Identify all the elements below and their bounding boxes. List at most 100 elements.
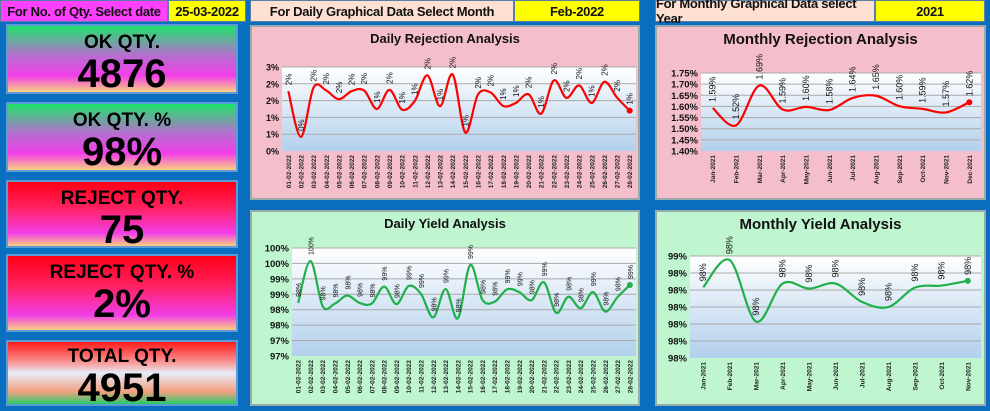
data-label: 98% — [333, 284, 340, 298]
data-label: 98% — [725, 236, 735, 254]
x-tick-label: 14-02-2022 — [450, 155, 457, 189]
x-tick-label: 19-02-2022 — [513, 155, 520, 189]
data-label: 100% — [308, 237, 315, 255]
data-label: 2% — [525, 77, 534, 89]
month-select-label: For Daily Graphical Data Select Month — [250, 0, 514, 22]
y-tick-label: 1.75% — [671, 69, 698, 80]
data-label: 1.62% — [964, 71, 974, 97]
data-label: 98% — [345, 276, 352, 290]
x-tick-label: 19-02-2022 — [517, 360, 524, 394]
data-label: 98% — [616, 277, 623, 291]
data-label: 99% — [444, 269, 451, 283]
y-tick-label: 1.45% — [671, 135, 698, 146]
data-label: 1.69% — [754, 54, 764, 80]
last-point-marker — [964, 277, 971, 284]
chart-title: Monthly Yield Analysis — [739, 216, 902, 233]
data-label: 2% — [284, 74, 293, 86]
data-label: 98% — [751, 298, 761, 316]
x-tick-label: 18-02-2022 — [505, 360, 512, 394]
kpi-reject-qty-percent: REJECT QTY. % 2% — [5, 253, 239, 333]
x-tick-label: 07-02-2022 — [362, 155, 369, 189]
x-tick-label: 04-02-2022 — [324, 155, 331, 189]
x-tick-label: Jul-2021 — [850, 155, 857, 181]
data-label: 98% — [603, 292, 610, 306]
x-tick-label: 20-02-2022 — [529, 360, 536, 394]
data-label: 98% — [480, 280, 487, 294]
plot-area — [292, 248, 636, 356]
x-tick-label: Nov-2021 — [965, 362, 972, 391]
data-label: 1% — [373, 91, 382, 103]
data-label: 1.52% — [731, 94, 741, 120]
x-tick-label: Aug-2021 — [874, 155, 881, 185]
chart-title: Monthly Rejection Analysis — [723, 31, 918, 48]
data-label: 2% — [613, 80, 622, 92]
x-tick-label: 26-02-2022 — [603, 360, 610, 394]
data-label: 1.64% — [848, 66, 858, 92]
x-tick-label: 12-02-2022 — [425, 155, 432, 189]
year-select-value[interactable]: 2021 — [875, 0, 985, 22]
x-tick-label: 21-02-2022 — [539, 155, 546, 189]
x-tick-label: 17-02-2022 — [492, 360, 499, 394]
x-tick-label: Dec-2021 — [967, 155, 974, 184]
kpi-label: TOTAL QTY. — [67, 346, 177, 367]
y-tick-label: 99% — [270, 274, 290, 285]
y-tick-label: 98% — [668, 337, 688, 348]
data-label: 98% — [493, 282, 500, 296]
x-tick-label: 16-02-2022 — [480, 360, 487, 394]
year-select-label: For Monthly Graphical Data select Year — [655, 0, 875, 26]
kpi-reject-qty: REJECT QTY. 75 — [5, 179, 239, 252]
x-tick-label: 20-02-2022 — [526, 155, 533, 189]
last-point-marker — [626, 282, 633, 289]
y-tick-label: 98% — [668, 286, 688, 297]
x-tick-label: 02-02-2022 — [308, 360, 315, 394]
x-tick-label: 02-02-2022 — [298, 155, 305, 189]
y-tick-label: 98% — [668, 269, 688, 280]
x-tick-label: 08-02-2022 — [374, 155, 381, 189]
data-label: 1% — [588, 85, 597, 97]
kpi-value: 75 — [99, 208, 145, 252]
data-label: 2% — [449, 57, 458, 69]
kpi-ok-qty-percent: OK QTY. % 98% — [5, 101, 239, 174]
daily-yield-chart: Daily Yield Analysis 97% 97% 98% 98% 99% 99% 10… — [250, 210, 640, 406]
x-tick-label: Nov-2021 — [944, 155, 951, 184]
x-tick-label: 09-02-2022 — [394, 360, 401, 394]
x-tick-label: 13-02-2022 — [443, 360, 450, 394]
y-tick-label: 1.70% — [671, 80, 698, 91]
monthly-rejection-chart: Monthly Rejection Analysis 1.40% 1.45% 1.50… — [655, 25, 986, 200]
x-tick-label: Jun-2021 — [833, 362, 840, 391]
month-select-value[interactable]: Feb-2022 — [514, 0, 640, 22]
y-tick-label: 97% — [270, 336, 290, 347]
x-tick-label: 03-02-2022 — [311, 155, 318, 189]
data-label: 99% — [628, 265, 635, 279]
y-tick-label: 0% — [266, 147, 279, 157]
data-label: 98% — [698, 263, 708, 281]
x-tick-label: 25-02-2022 — [589, 155, 596, 189]
data-label: 2% — [600, 64, 609, 76]
kpi-value: 98% — [81, 130, 163, 174]
data-label: 99% — [407, 266, 414, 280]
data-label: 2% — [550, 63, 559, 75]
x-tick-label: 04-02-2022 — [333, 360, 340, 394]
x-tick-label: Oct-2021 — [920, 155, 927, 183]
data-label: 2% — [474, 77, 483, 89]
x-tick-label: Mar-2021 — [757, 155, 764, 184]
x-tick-label: Mar-2021 — [754, 362, 761, 391]
data-label: 1.60% — [801, 75, 811, 101]
data-label: 2% — [487, 75, 496, 87]
x-tick-label: 27-02-2022 — [615, 360, 622, 394]
kpi-total-qty: TOTAL QTY. 4951 — [5, 339, 239, 408]
data-label: 98% — [910, 264, 920, 282]
kpi-value: 2% — [93, 282, 151, 326]
y-tick-label: 1.60% — [671, 102, 698, 113]
x-tick-label: May-2021 — [807, 362, 814, 392]
y-tick-label: 98% — [668, 354, 688, 365]
x-tick-label: Apr-2021 — [780, 362, 787, 390]
y-tick-label: 99% — [668, 252, 688, 263]
data-label: 1.59% — [918, 77, 928, 103]
x-tick-label: 23-02-2022 — [564, 155, 571, 189]
x-tick-label: 05-02-2022 — [336, 155, 343, 189]
date-select-label: For No. of Qty. Select date — [0, 0, 168, 22]
kpi-label: OK QTY. % — [72, 110, 172, 131]
date-select-value[interactable]: 25-03-2022 — [168, 0, 246, 22]
data-label: 98% — [394, 284, 401, 298]
